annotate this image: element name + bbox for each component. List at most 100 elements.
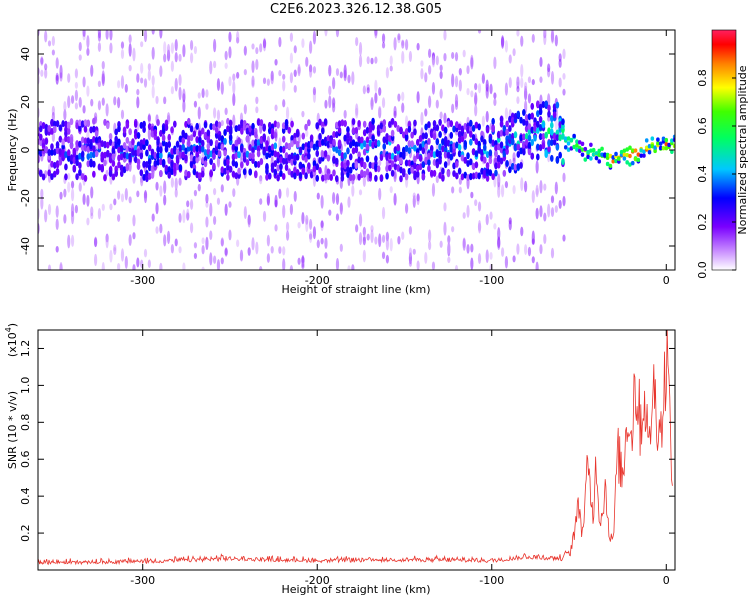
spectrogram-cell xyxy=(173,147,177,155)
spectrogram-cell xyxy=(653,148,657,154)
spectrogram-cell xyxy=(575,147,579,152)
spectrogram-speckle xyxy=(174,39,178,52)
spectrogram-speckle xyxy=(378,105,382,114)
spectrogram-cell xyxy=(443,146,448,154)
spectrogram-speckle xyxy=(113,244,117,252)
spectrogram-speckle xyxy=(132,264,136,270)
spectrogram-speckle xyxy=(59,263,63,270)
spectrogram-cell xyxy=(142,137,146,145)
spectrogram-speckle xyxy=(67,172,71,180)
spectrogram-speckle xyxy=(351,184,355,197)
spectrogram-cell xyxy=(541,101,546,109)
spectrogram-speckle xyxy=(451,73,455,88)
spectrogram-cell xyxy=(388,135,392,143)
spectrogram-cell xyxy=(147,172,152,180)
spectrogram-speckle xyxy=(128,43,132,57)
spectrogram-cell xyxy=(237,137,241,145)
spectrogram-cell xyxy=(173,120,177,128)
spectrogram-cell xyxy=(446,120,451,128)
spectrogram-cell xyxy=(357,119,361,127)
spectrogram-cell xyxy=(485,126,490,134)
spectrogram-speckle xyxy=(44,63,48,71)
spectrogram-speckle xyxy=(362,236,366,246)
spectrogram-cell xyxy=(259,137,264,145)
spectrogram-cell xyxy=(516,150,521,158)
spectrogram-cell xyxy=(374,155,378,163)
spectrogram-speckle xyxy=(485,249,489,263)
spectrogram-cell xyxy=(469,125,473,133)
spectrogram-speckle xyxy=(397,33,401,41)
spectrogram-speckle xyxy=(224,50,228,61)
spectrogram-speckle xyxy=(289,52,294,64)
spectrogram-cell xyxy=(443,135,448,143)
spectrogram-cell xyxy=(427,137,431,145)
spectrogram-speckle xyxy=(182,262,186,270)
spectrogram-cell xyxy=(527,141,532,149)
spectrogram-speckle xyxy=(193,45,198,55)
spectrogram-cell xyxy=(496,155,501,163)
spectrogram-speckle xyxy=(301,263,305,270)
spectrogram-speckle xyxy=(447,241,451,255)
spectrogram-cell xyxy=(295,140,300,148)
spectrogram-cell xyxy=(449,153,454,161)
colorbar-label: Normalized spectral amplitude xyxy=(736,65,749,234)
spectrogram-cell xyxy=(326,154,331,162)
spectrogram-speckle xyxy=(454,52,459,62)
spectrogram-speckle xyxy=(128,234,132,246)
spectrogram-cell xyxy=(351,173,356,181)
spectrogram-cell xyxy=(519,116,523,124)
spectrogram-speckle xyxy=(535,188,539,196)
spectrogram-cell xyxy=(536,143,540,151)
spectrogram-speckle xyxy=(78,54,82,61)
spectrogram-cell xyxy=(438,131,442,139)
spectrogram-cell xyxy=(642,149,646,154)
spectrogram-cell xyxy=(153,129,158,137)
spectrogram-cell xyxy=(159,151,163,159)
spectrogram-speckle xyxy=(516,30,520,37)
spectrogram-cell xyxy=(636,157,641,163)
spectrogram-cell xyxy=(368,171,373,179)
spectrogram-cell xyxy=(337,126,342,134)
spectrogram-cell xyxy=(237,124,241,132)
spectrogram-speckle xyxy=(163,234,167,247)
spectrogram-cell xyxy=(374,174,378,182)
spectrogram-cell xyxy=(404,173,409,181)
spectrogram-cell xyxy=(586,149,590,155)
spectrogram-cell xyxy=(547,139,551,147)
spectrogram-cell xyxy=(200,139,205,147)
y-tick-label: 0.2 xyxy=(19,524,32,542)
y-tick-label: 0.8 xyxy=(19,414,32,432)
spectrogram-cell xyxy=(385,137,389,145)
spectrogram-cell xyxy=(47,169,51,177)
spectrogram-speckle xyxy=(531,79,535,86)
spectrogram-cell xyxy=(519,147,523,155)
spectrogram-cell xyxy=(240,145,244,153)
spectrogram-speckle xyxy=(120,75,125,89)
snr-x-ticks: -300 -200 -100 0 xyxy=(130,330,670,587)
y-tick-label: 40 xyxy=(19,47,32,61)
spectrogram-speckle xyxy=(285,106,290,120)
spectrogram-cell xyxy=(513,163,518,171)
spectrogram-cell xyxy=(354,141,359,149)
spectrogram-cell xyxy=(455,141,459,149)
spectrogram-cell xyxy=(575,143,579,148)
spectrogram-cell xyxy=(248,168,253,176)
spectrogram-cell xyxy=(128,128,132,136)
spectrogram-speckle xyxy=(147,259,151,268)
spectrogram-cell xyxy=(100,165,105,173)
spectrogram-cell xyxy=(443,126,448,134)
spectrogram-cell xyxy=(494,144,498,152)
spectrogram-cell xyxy=(78,152,82,160)
spectrogram-speckle xyxy=(416,42,420,51)
spectrogram-speckle xyxy=(381,206,386,220)
spectrogram-speckle xyxy=(428,229,432,243)
spectrogram-cell xyxy=(114,128,118,136)
spectrogram-cell xyxy=(639,153,643,158)
spectrogram-cell xyxy=(259,158,264,166)
spectrogram-cell xyxy=(94,130,99,138)
spectrogram-speckle xyxy=(374,236,378,245)
spectrogram-speckle xyxy=(224,107,228,116)
spectrogram-speckle xyxy=(155,95,159,105)
spectrogram-cell xyxy=(513,131,518,139)
spectrogram-speckle xyxy=(282,73,286,80)
